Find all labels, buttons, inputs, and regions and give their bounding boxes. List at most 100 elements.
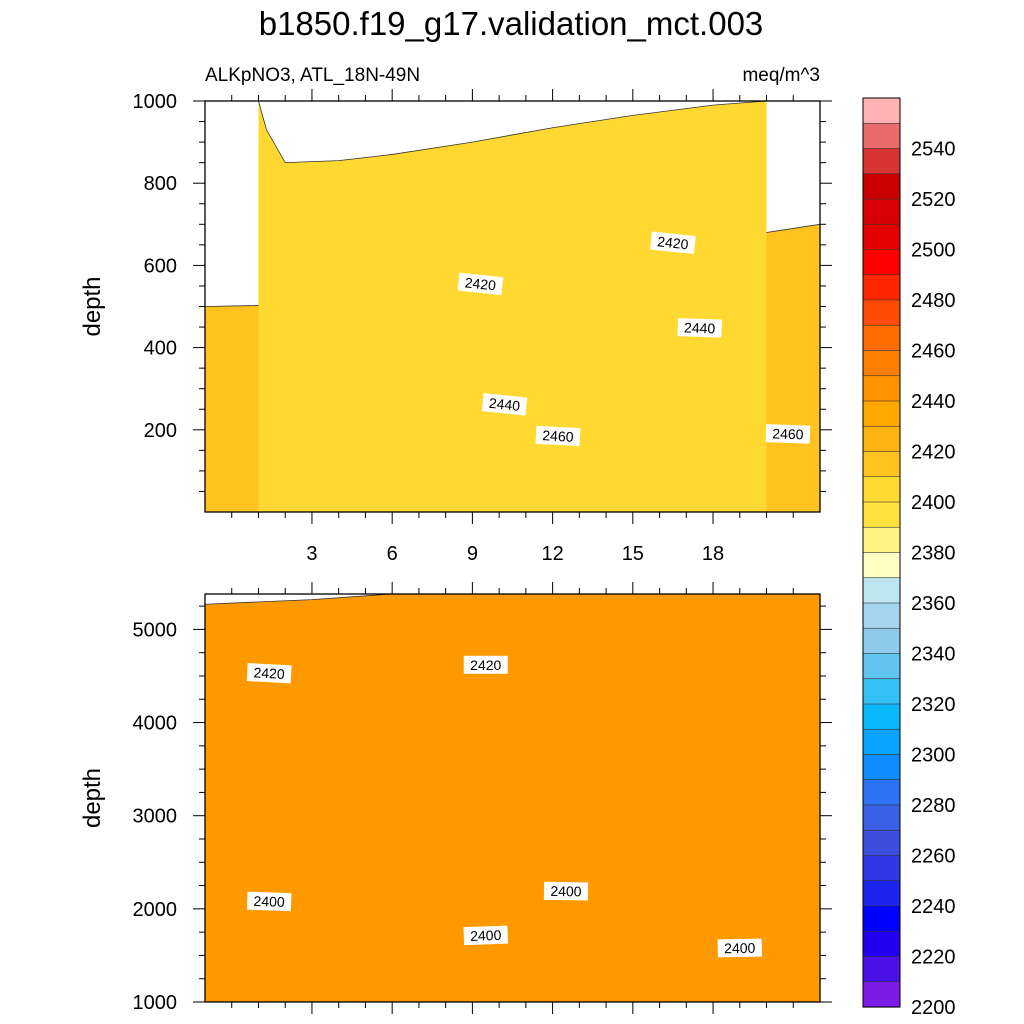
contour-label-box — [457, 272, 504, 296]
lower-panel: 1000 2000 3000 4000 5000 depth 2400 2400 2400 240… — [79, 582, 832, 1014]
colorbar-swatch — [862, 451, 901, 478]
contour-label-box — [677, 318, 722, 338]
x-tick-label: 18 — [702, 543, 724, 565]
colorbar-frame — [862, 97, 901, 1008]
y-tick-label: 2000 — [133, 899, 178, 921]
contour-label: 2400 — [246, 891, 292, 912]
contour-label-box — [481, 393, 528, 416]
colorbar-swatch — [862, 552, 901, 579]
x-tick-label: 3 — [306, 543, 317, 565]
contour-label-box — [246, 891, 292, 912]
colorbar-swatch — [862, 148, 901, 175]
colorbar-label: 2400 — [911, 492, 956, 514]
colorbar-label: 2280 — [911, 795, 956, 817]
colorbar-swatch — [862, 981, 901, 1008]
colorbar-swatch — [862, 324, 901, 352]
colorbar-label: 2500 — [911, 240, 956, 262]
contour-label: 2440 — [677, 318, 722, 338]
y-tick-label: 600 — [144, 255, 177, 277]
colorbar-swatch — [862, 956, 901, 983]
colorbar-swatch — [862, 97, 901, 124]
contour-label-box — [463, 655, 508, 674]
contour-band-6 — [258, 101, 767, 512]
colorbar-swatch — [862, 274, 901, 301]
contour-label-text: 2460 — [772, 425, 804, 442]
contour-label-text: 2420 — [470, 657, 501, 673]
x-tick-label: 6 — [387, 543, 398, 565]
colorbar-swatch — [862, 779, 901, 806]
colorbar-swatch — [862, 526, 901, 554]
colorbar-swatch — [862, 728, 901, 756]
colorbar-swatch — [862, 122, 901, 150]
colorbar: 2540 2520 2500 2480 2460 2440 2420 2400 2380 2360… — [862, 97, 956, 1019]
contour-line-6 — [258, 101, 767, 164]
contour-band-0 — [205, 512, 820, 517]
y-tick-label: 800 — [144, 173, 177, 195]
colorbar-swatch — [862, 299, 901, 326]
colorbar-label: 2220 — [911, 947, 956, 969]
contour-label: 2460 — [765, 424, 811, 444]
colorbar-label: 2260 — [911, 846, 956, 868]
contour-label-box — [463, 925, 509, 946]
colorbar-swatch — [862, 905, 901, 932]
colorbar-swatch — [862, 249, 901, 276]
contour-label: 2420 — [650, 231, 696, 255]
y-axis-label: depth — [79, 276, 106, 336]
colorbar-label: 2420 — [911, 442, 956, 464]
contour-label-text: 2400 — [724, 940, 756, 957]
colorbar-swatch — [862, 653, 901, 680]
chart-title: b1850.f19_g17.validation_mct.003 — [259, 5, 764, 42]
y-tick-label: 200 — [144, 420, 177, 442]
upper-panel: 3 6 9 12 15 18 200 400 600 800 1000 depth 2460 2460 24… — [79, 89, 832, 565]
colorbar-label: 2540 — [911, 139, 956, 161]
y-tick-label: 400 — [144, 338, 177, 360]
contour-label-text: 2440 — [488, 395, 521, 414]
colorbar-label: 2300 — [911, 745, 956, 767]
colorbar-label: 2320 — [911, 694, 956, 716]
contour-label: 2400 — [463, 925, 509, 946]
y-tick-label: 3000 — [133, 806, 178, 828]
contour-label-text: 2420 — [464, 274, 497, 293]
contour-label-text: 2400 — [550, 883, 582, 900]
contour-label-box — [246, 663, 292, 684]
colorbar-label: 2380 — [911, 543, 956, 565]
colorbar-swatch — [862, 223, 901, 251]
colorbar-swatch — [862, 173, 901, 200]
contour-label-box — [765, 424, 811, 444]
contour-label: 2400 — [717, 938, 762, 958]
contour-label: 2440 — [481, 393, 528, 416]
contour-label-box — [650, 231, 696, 255]
colorbar-swatch — [862, 577, 901, 604]
colorbar-swatch — [862, 754, 901, 781]
x-tick-label: 12 — [541, 543, 563, 565]
contour-label-text: 2400 — [253, 893, 285, 910]
contour-label-box — [535, 425, 581, 447]
colorbar-swatch — [862, 703, 901, 730]
colorbar-label: 2240 — [911, 896, 956, 918]
colorbar-swatch — [862, 501, 901, 528]
y-tick-label: 1000 — [133, 91, 178, 113]
y-axis-label: depth — [79, 768, 106, 828]
y-tick-label: 4000 — [133, 713, 178, 735]
x-tick-label: 9 — [467, 543, 478, 565]
colorbar-swatch — [862, 678, 901, 705]
contour-label: 2420 — [463, 655, 508, 674]
colorbar-swatch — [862, 829, 901, 857]
contour-label-text: 2420 — [657, 233, 690, 252]
plot-frame — [204, 593, 821, 1003]
colorbar-label: 2340 — [911, 644, 956, 666]
contour-label-text: 2400 — [470, 927, 502, 944]
chart-subtitle-left: ALKpNO3, ATL_18N-49N — [205, 65, 420, 86]
colorbar-swatch — [862, 627, 901, 655]
contour-label-text: 2440 — [684, 319, 716, 336]
contour-label-text: 2420 — [253, 664, 285, 682]
colorbar-label: 2520 — [911, 189, 956, 211]
contour-label-text: 2460 — [542, 427, 574, 445]
contour-label-box — [543, 881, 589, 901]
colorbar-swatch — [862, 804, 901, 831]
colorbar-label: 2200 — [911, 997, 956, 1019]
contour-band-5 — [205, 594, 820, 1002]
contour-band-0 — [205, 1002, 820, 1007]
y-tick-label: 1000 — [133, 992, 178, 1014]
contour-line-5 — [205, 594, 820, 605]
